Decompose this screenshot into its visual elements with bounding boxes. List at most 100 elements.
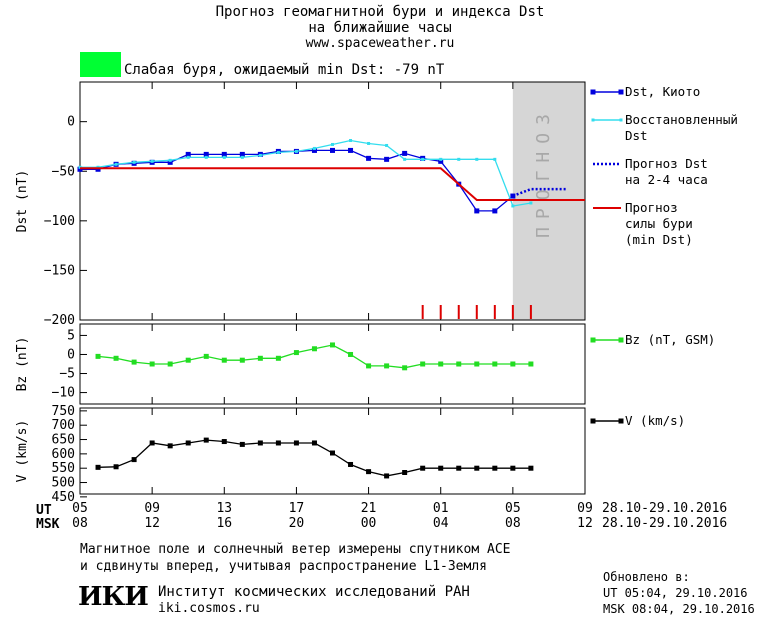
data-point (167, 361, 173, 367)
data-point (185, 357, 191, 363)
data-point (349, 139, 353, 143)
data-point (529, 201, 533, 205)
data-point (492, 208, 498, 214)
v-ytick-label: 550 (52, 461, 75, 476)
dst-ytick-label: −50 (52, 164, 75, 179)
data-point (114, 162, 118, 166)
data-point (367, 141, 371, 145)
data-point (420, 361, 426, 367)
data-point (221, 151, 227, 157)
data-point (330, 147, 335, 153)
updated-msk: MSK 08:04, 29.10.2016 (603, 602, 755, 616)
data-point (258, 153, 262, 157)
iki-logo: ИКИ (78, 582, 149, 612)
data-point (475, 157, 479, 161)
measurement-description-line2: и сдвинуты вперед, учитывая распростране… (80, 559, 487, 574)
legend-marker (590, 337, 596, 343)
measurement-description-line1: Магнитное поле и солнечный ветер измерен… (80, 542, 511, 557)
data-point (348, 147, 354, 153)
data-point (311, 147, 317, 153)
institute-site[interactable]: iki.cosmos.ru (158, 601, 260, 616)
data-point (150, 159, 154, 163)
ut-tick-label: 05 (72, 501, 88, 516)
dst-ylabel: Dst (nT) (15, 170, 30, 233)
data-point (456, 465, 462, 471)
data-point (474, 361, 480, 367)
data-point (96, 165, 100, 169)
data-point (239, 441, 245, 447)
data-point (402, 470, 408, 475)
data-point (493, 157, 497, 161)
storm-status-text: Слабая буря, ожидаемый min Dst: -79 nT (124, 62, 445, 78)
data-point (348, 351, 354, 357)
data-point (203, 437, 209, 443)
data-point (439, 157, 443, 161)
dst-panel: ПРОГНОЗ 0 −50 −100 −150 −200 Dst (nT) (15, 81, 586, 328)
ut-tick-label: 01 (433, 501, 449, 516)
data-point (276, 150, 280, 154)
data-point (293, 440, 299, 446)
data-point (438, 361, 444, 367)
dst-ytick-label: −100 (44, 214, 75, 229)
data-point (366, 363, 372, 369)
data-point (510, 193, 516, 199)
data-point (474, 208, 480, 214)
legend-label: Прогноз (625, 200, 678, 215)
data-point (113, 355, 119, 361)
bz-ytick-label: 0 (67, 347, 75, 362)
data-point (528, 465, 534, 471)
data-point (221, 357, 227, 363)
data-point (186, 155, 190, 159)
data-point (131, 359, 137, 365)
data-point (203, 353, 209, 359)
data-point (239, 151, 245, 157)
series-line-min-dst-dst (80, 167, 585, 201)
data-point (492, 465, 498, 471)
msk-tick-label: 16 (216, 516, 232, 531)
ut-date-range: 28.10-29.10.2016 (602, 501, 727, 516)
data-point (402, 150, 408, 156)
data-point (384, 156, 390, 162)
legend-label: силы бури (625, 216, 693, 231)
legend-marker (618, 89, 624, 95)
data-point (474, 465, 480, 471)
ut-tick-label: 21 (361, 501, 377, 516)
source-url[interactable]: www.spaceweather.ru (305, 36, 455, 51)
msk-tick-label: 08 (72, 516, 88, 531)
legend-marker (591, 118, 595, 122)
data-point (384, 473, 390, 479)
ut-tick-label: 09 (144, 501, 160, 516)
ut-tick-label: 17 (289, 501, 305, 516)
series-line-dst-2-4-dst (512, 187, 567, 198)
data-point (385, 143, 389, 147)
data-point (167, 443, 173, 449)
data-point (185, 151, 191, 157)
dst-ytick-label: −200 (44, 313, 75, 328)
data-point (528, 361, 534, 367)
legend-marker (619, 118, 623, 122)
data-point (275, 440, 281, 446)
forecast-label: ПРОГНОЗ (533, 106, 554, 238)
data-point (204, 155, 208, 159)
data-point (149, 440, 155, 446)
data-point (510, 465, 516, 471)
bz-panel: 5 0 −5 −10 Bz (nT) (15, 323, 586, 405)
data-point (293, 350, 299, 356)
msk-tick-label: 08 (505, 516, 521, 531)
data-point (312, 146, 316, 150)
legend-label: Bz (nT, GSM) (625, 332, 715, 347)
data-point (257, 440, 263, 446)
msk-date-range: 28.10-29.10.2016 (602, 516, 727, 531)
data-point (348, 461, 354, 467)
data-point (185, 440, 191, 446)
data-point (330, 342, 335, 348)
v-ytick-label: 500 (52, 476, 75, 491)
v-ytick-label: 450 (52, 490, 75, 505)
storm-status-color-box (80, 52, 121, 77)
dst-ytick-label: −150 (44, 263, 75, 278)
v-frame (79, 407, 586, 495)
ut-tick-label: 05 (505, 501, 521, 516)
data-point (167, 159, 173, 165)
